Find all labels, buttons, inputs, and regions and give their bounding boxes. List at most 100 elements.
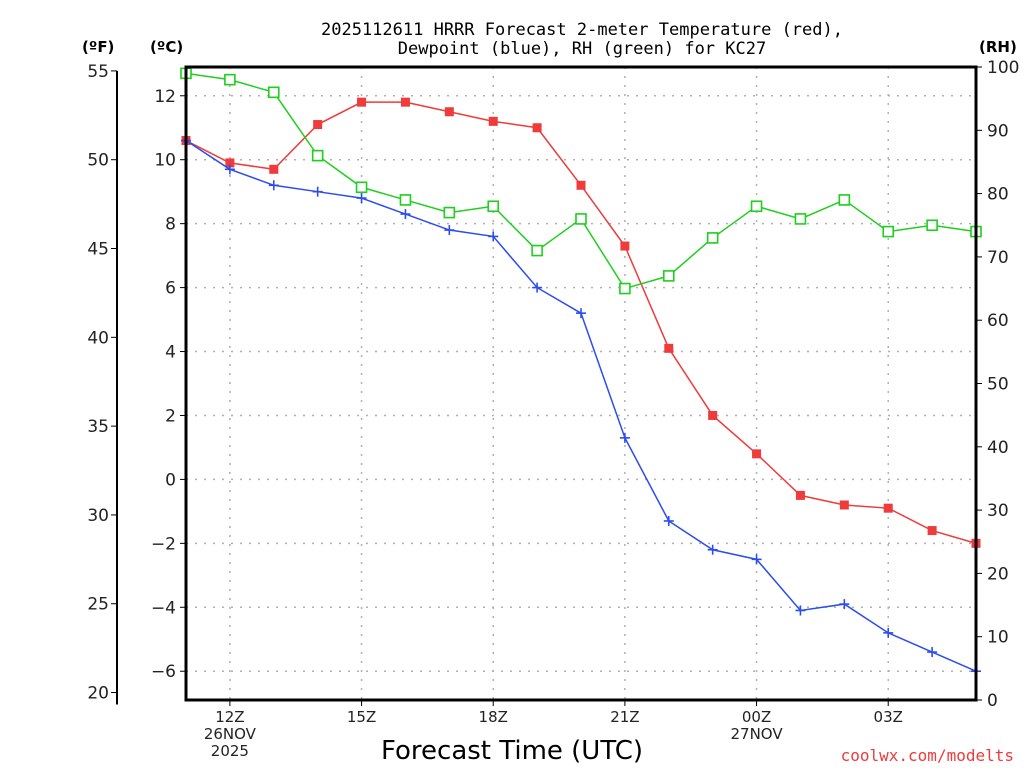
dewpoint-point [488,231,499,242]
fahrenheit-tick-label: 20 [87,684,109,704]
x-tick-label: 2025 [211,742,249,760]
dewpoint-point [532,282,543,293]
rh-tick-label: 80 [987,185,1009,205]
rh-point [311,149,324,162]
x-tick-label: 21Z [610,708,639,726]
temperature-point [444,107,454,117]
rh-axis: 0 10 20 30 40 50 60 70 80 90 100 [976,58,1019,711]
x-tick-label: 03Z [874,708,903,726]
credit-link[interactable]: coolwx.com/modelts [841,746,1014,765]
celsius-axis-label: (ºC) [150,38,183,56]
dewpoint-point [576,308,586,319]
x-tick-label: 00Z [742,708,771,726]
x-axis-title: Forecast Time (UTC) [381,736,643,766]
x-tick-label: 12Z [215,708,244,726]
chart-title: 2025112611 HRRR Forecast 2-meter Tempera… [321,20,843,59]
rh-point [399,194,412,206]
celsius-tick-label: 4 [165,343,176,363]
fahrenheit-axis-label: (ºF) [82,38,114,56]
rh-point [267,86,280,99]
rh-point [794,213,807,225]
temperature-point [488,116,498,126]
temperature-point [269,164,279,174]
celsius-tick-label: 2 [165,406,176,426]
dewpoint-point [268,180,279,191]
rh-point [443,206,456,219]
rh-tick-label: 100 [987,58,1019,78]
celsius-tick-label: 0 [165,470,176,490]
rh-point [882,225,895,238]
celsius-tick-label: −4 [151,598,176,618]
x-tick-label: 27NOV [730,725,783,743]
dewpoint-point [707,544,718,555]
fahrenheit-tick-label: 55 [87,62,109,82]
celsius-axis: −6 −4 −2 0 2 4 6 8 10 12 [151,87,186,682]
temperature-point [752,449,762,459]
rh-point [750,200,763,213]
dewpoint-point [751,554,762,565]
celsius-tick-label: 8 [165,215,176,235]
x-tick-label: 15Z [347,708,376,726]
temperature-point [839,500,849,510]
rh-point [838,194,851,206]
temperature-point [620,241,630,251]
chart-title-line-1: 2025112611 HRRR Forecast 2-meter Tempera… [321,20,843,40]
temperature-point [313,120,323,130]
dewpoint-point [927,647,938,658]
grid [186,67,976,700]
fahrenheit-tick-label: 35 [87,417,109,437]
dewpoint-point [663,515,674,526]
temperature-point [883,503,893,513]
dewpoint-point [883,627,894,638]
temperature-point [532,123,542,133]
x-tick-label: 26NOV [204,725,257,743]
temperature-point [927,526,937,536]
celsius-tick-label: 6 [165,279,176,299]
fahrenheit-tick-label: 50 [87,151,109,171]
x-tick-label: 18Z [479,708,508,726]
rh-tick-label: 60 [987,311,1009,331]
rh-tick-label: 40 [987,438,1009,458]
dewpoint-point [839,599,850,610]
rh-point [355,181,368,194]
rh-point [487,200,500,213]
temperature-point [576,180,586,190]
celsius-tick-label: −6 [151,662,176,682]
dewpoint-point [224,164,235,175]
celsius-tick-label: −2 [151,534,176,554]
plot-frame [184,65,978,702]
fahrenheit-tick-label: 45 [87,240,109,260]
rh-tick-label: 90 [987,121,1009,141]
fahrenheit-tick-label: 30 [87,506,109,526]
rh-tick-label: 50 [987,375,1009,395]
dewpoint-point [312,186,323,197]
dewpoint-point [619,432,630,443]
fahrenheit-axis: 20 25 30 35 40 45 50 55 [87,62,118,705]
rh-tick-label: 70 [987,248,1009,268]
rh-tick-label: 20 [987,564,1009,584]
rh-point [575,213,587,225]
dewpoint-point [795,605,806,616]
rh-point [706,232,719,244]
temperature-point [400,97,410,107]
rh-point [926,219,938,232]
celsius-tick-label: 10 [154,151,176,171]
series-dewpoint [181,135,981,677]
dewpoint-point [444,225,455,236]
celsius-tick-label: 12 [154,87,176,107]
rh-point [662,270,675,282]
rh-point [531,244,543,257]
rh-point [224,73,236,86]
rh-tick-label: 10 [987,628,1009,648]
temperature-point [795,490,805,500]
fahrenheit-tick-label: 25 [87,595,109,615]
dewpoint-point [356,193,367,204]
temperature-point [357,97,367,107]
temperature-line [185,101,977,545]
rh-tick-label: 0 [987,691,998,711]
rh-tick-label: 30 [987,501,1009,521]
fahrenheit-tick-label: 40 [87,328,109,348]
chart-title-line-2: Dewpoint (blue), RH (green) for KC27 [398,39,766,59]
